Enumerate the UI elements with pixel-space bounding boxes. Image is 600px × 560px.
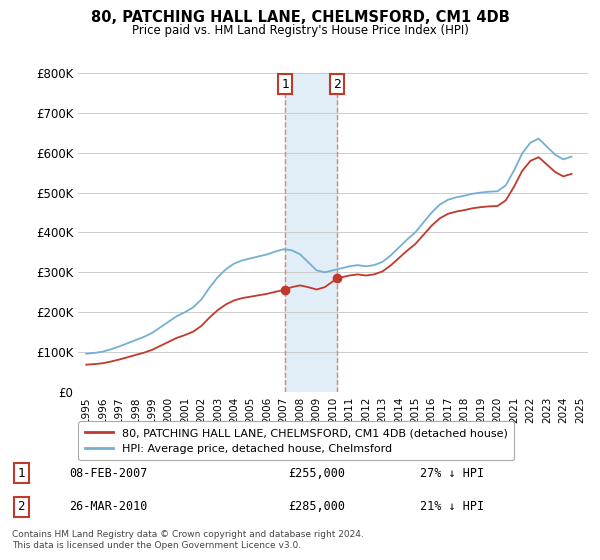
Bar (285, 73, 337, 392)
Text: 2: 2 (333, 78, 341, 91)
Text: 1: 1 (17, 466, 25, 480)
Legend: 80, PATCHING HALL LANE, CHELMSFORD, CM1 4DB (detached house), HPI: Average price: 80, PATCHING HALL LANE, CHELMSFORD, CM1 … (79, 422, 514, 460)
Text: 21% ↓ HPI: 21% ↓ HPI (420, 500, 484, 514)
Text: 1: 1 (281, 78, 289, 91)
Text: This data is licensed under the Open Government Licence v3.0.: This data is licensed under the Open Gov… (12, 541, 301, 550)
Text: £285,000: £285,000 (288, 500, 345, 514)
Text: 80, PATCHING HALL LANE, CHELMSFORD, CM1 4DB: 80, PATCHING HALL LANE, CHELMSFORD, CM1 … (91, 10, 509, 25)
Text: Contains HM Land Registry data © Crown copyright and database right 2024.: Contains HM Land Registry data © Crown c… (12, 530, 364, 539)
Text: 2: 2 (17, 500, 25, 514)
Text: 27% ↓ HPI: 27% ↓ HPI (420, 466, 484, 480)
Text: Price paid vs. HM Land Registry's House Price Index (HPI): Price paid vs. HM Land Registry's House … (131, 24, 469, 36)
Text: 26-MAR-2010: 26-MAR-2010 (69, 500, 148, 514)
Text: £255,000: £255,000 (288, 466, 345, 480)
Text: 08-FEB-2007: 08-FEB-2007 (69, 466, 148, 480)
